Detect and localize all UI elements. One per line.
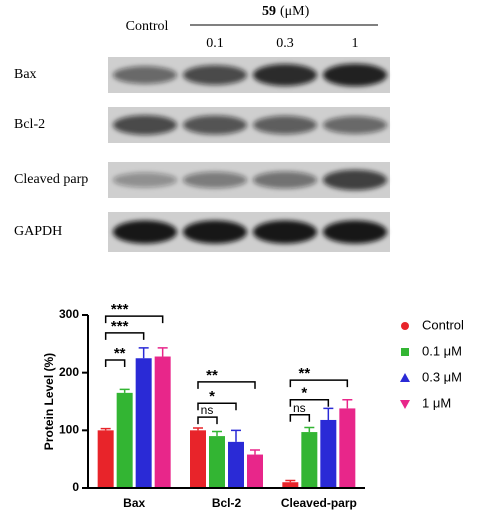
significance-label: ** — [206, 367, 218, 384]
legend-marker — [401, 348, 409, 356]
control-header: Control — [126, 19, 169, 34]
error-bar — [231, 429, 241, 442]
bar — [247, 454, 263, 488]
band — [253, 220, 317, 244]
significance-bracket — [197, 381, 256, 389]
significance-bracket — [104, 359, 126, 367]
row-label: Bcl-2 — [14, 117, 45, 132]
band — [183, 220, 247, 244]
band — [113, 115, 177, 135]
bar — [282, 482, 299, 488]
x-tick-label: Cleaved-parp — [281, 496, 357, 510]
legend-label: 1 μM — [422, 395, 451, 410]
error-bar — [250, 449, 260, 455]
bar — [97, 430, 114, 488]
significance-bracket — [289, 399, 330, 407]
blot: 0.1 0.3 1 Bax Bcl-2 Cleaved parp GAPDH — [14, 36, 390, 252]
band — [323, 63, 387, 87]
error-bar — [193, 427, 203, 431]
significance-label: ns — [293, 401, 306, 415]
error-bar — [285, 479, 296, 483]
significance-bracket — [197, 416, 218, 425]
legend-label: 0.3 μM — [422, 369, 462, 384]
bar — [209, 436, 225, 488]
treatment-label: 59 — [262, 4, 276, 19]
significance-label: * — [209, 388, 215, 405]
significance-label: ns — [201, 403, 214, 417]
error-bar — [212, 430, 222, 437]
legend-marker — [400, 400, 410, 409]
y-tick-label: 300 — [59, 307, 79, 321]
significance-label: ** — [114, 345, 126, 362]
band — [183, 115, 247, 135]
bar — [190, 430, 206, 488]
bar — [228, 441, 244, 488]
bar — [320, 419, 337, 488]
bar — [301, 432, 318, 488]
y-tick-label: 100 — [59, 423, 79, 437]
significance-bracket — [197, 402, 237, 411]
lane-label: 0.3 — [276, 36, 294, 51]
y-tick-label: 0 — [72, 480, 79, 494]
legend-label: 0.1 μM — [422, 343, 462, 358]
error-bar — [157, 347, 168, 357]
row-label: GAPDH — [14, 224, 62, 239]
error-bar — [138, 347, 149, 359]
bar — [339, 408, 356, 488]
significance-bracket — [289, 414, 311, 422]
significance-bracket — [104, 315, 164, 324]
significance-label: *** — [111, 318, 129, 335]
lane-label: 1 — [352, 36, 359, 51]
significance-label: * — [301, 385, 307, 402]
error-bar — [342, 399, 353, 409]
row-label: Cleaved parp — [14, 172, 88, 187]
band — [253, 64, 317, 86]
band — [183, 171, 247, 189]
legend-marker — [401, 322, 409, 330]
band — [183, 65, 247, 85]
significance-label: *** — [111, 301, 129, 318]
significance-bracket — [289, 379, 349, 388]
bar — [116, 392, 133, 488]
chart: 0 100 200 300 Protein Level (%) Bax Bcl-2 Cleav… — [42, 301, 464, 510]
error-bar — [100, 427, 111, 431]
row-label: Bax — [14, 67, 37, 82]
x-tick-label: Bax — [123, 496, 145, 510]
bar — [154, 356, 171, 488]
error-bar — [304, 426, 315, 433]
legend-label: Control — [422, 317, 464, 332]
error-bar — [323, 407, 334, 420]
legend-marker — [400, 373, 410, 382]
band — [113, 172, 177, 188]
unit-label: (μM) — [280, 4, 310, 19]
lane-label: 0.1 — [206, 36, 224, 51]
band — [323, 220, 387, 244]
band — [113, 220, 177, 244]
y-tick-label: 200 — [59, 365, 79, 379]
x-tick-label: Bcl-2 — [212, 496, 242, 510]
band — [253, 115, 317, 135]
significance-label: ** — [298, 365, 310, 382]
band — [113, 66, 177, 84]
bar — [135, 358, 152, 488]
significance-bracket — [104, 332, 145, 340]
band — [323, 169, 387, 191]
y-axis-label: Protein Level (%) — [42, 353, 56, 450]
band — [323, 116, 387, 134]
band — [253, 171, 317, 189]
error-bar — [119, 388, 130, 393]
